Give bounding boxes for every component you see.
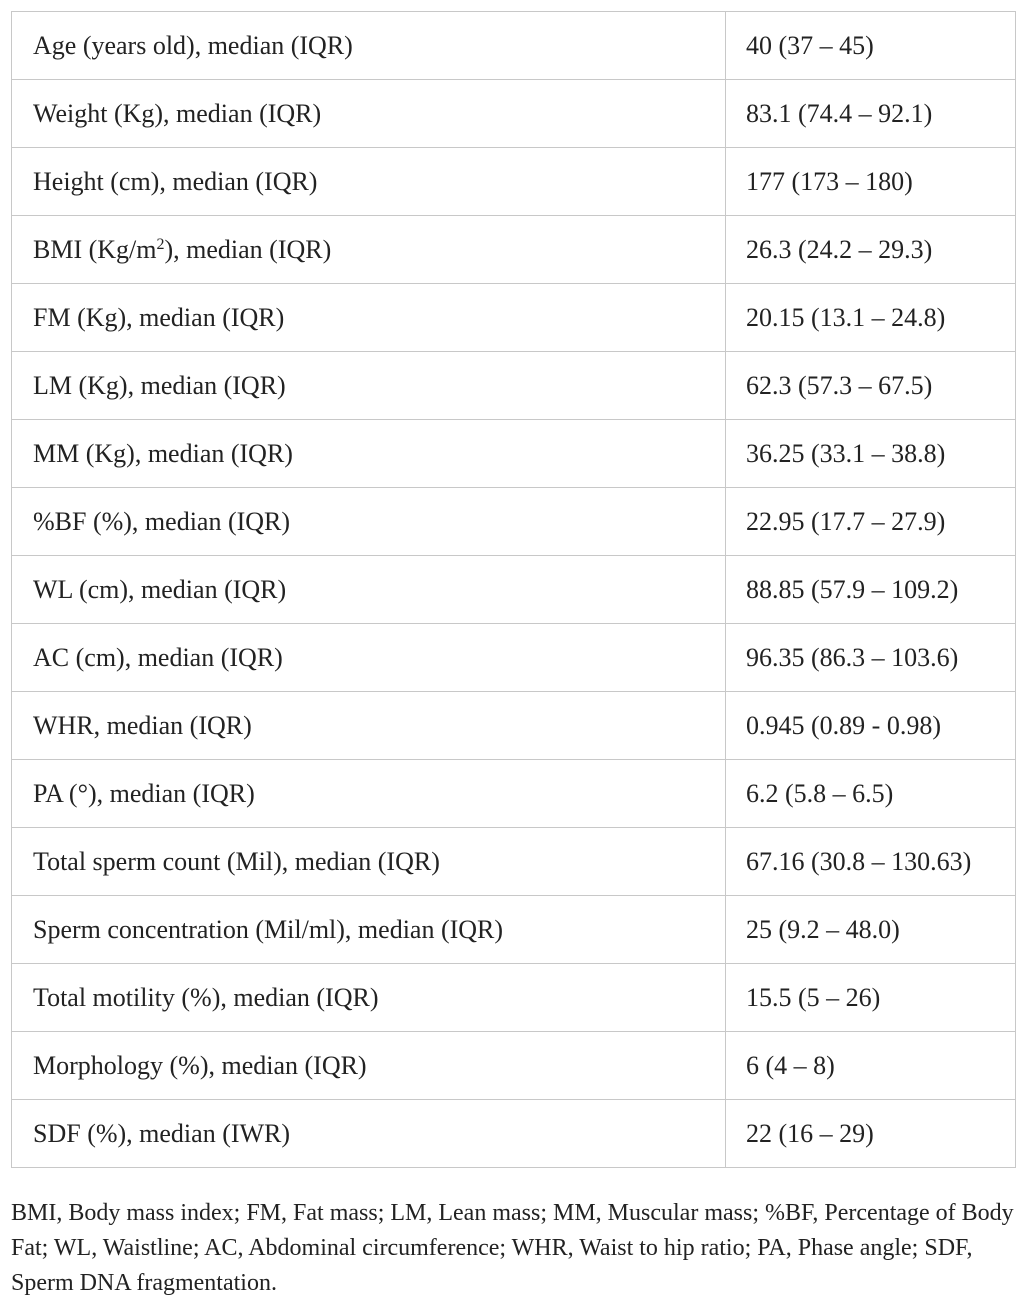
- row-value: 36.25 (33.1 – 38.8): [725, 419, 1016, 488]
- row-value: 20.15 (13.1 – 24.8): [725, 283, 1016, 352]
- table-row: Morphology (%), median (IQR) 6 (4 – 8): [11, 1031, 1016, 1100]
- row-label: Total motility (%), median (IQR): [11, 963, 726, 1032]
- row-label-bmi: BMI (Kg/m2), median (IQR): [11, 215, 726, 284]
- row-value: 26.3 (24.2 – 29.3): [725, 215, 1016, 284]
- row-label: WL (cm), median (IQR): [11, 555, 726, 624]
- row-label: WHR, median (IQR): [11, 691, 726, 760]
- row-label: MM (Kg), median (IQR): [11, 419, 726, 488]
- row-label: Total sperm count (Mil), median (IQR): [11, 827, 726, 896]
- table-row: SDF (%), median (IWR) 22 (16 – 29): [11, 1099, 1016, 1168]
- row-value: 6 (4 – 8): [725, 1031, 1016, 1100]
- row-label: Sperm concentration (Mil/ml), median (IQ…: [11, 895, 726, 964]
- row-label: AC (cm), median (IQR): [11, 623, 726, 692]
- table-row: PA (°), median (IQR) 6.2 (5.8 – 6.5): [11, 759, 1016, 828]
- table-row: LM (Kg), median (IQR) 62.3 (57.3 – 67.5): [11, 351, 1016, 420]
- row-value: 22 (16 – 29): [725, 1099, 1016, 1168]
- bmi-label-superscript: 2: [156, 235, 165, 253]
- row-label: LM (Kg), median (IQR): [11, 351, 726, 420]
- row-label: SDF (%), median (IWR): [11, 1099, 726, 1168]
- row-value: 88.85 (57.9 – 109.2): [725, 555, 1016, 624]
- table-row: BMI (Kg/m2), median (IQR) 26.3 (24.2 – 2…: [11, 215, 1016, 284]
- row-label: PA (°), median (IQR): [11, 759, 726, 828]
- row-label: Age (years old), median (IQR): [11, 11, 726, 80]
- table-row: Weight (Kg), median (IQR) 83.1 (74.4 – 9…: [11, 79, 1016, 148]
- characteristics-table: Age (years old), median (IQR) 40 (37 – 4…: [11, 11, 1016, 1168]
- row-value: 0.945 (0.89 - 0.98): [725, 691, 1016, 760]
- row-value: 40 (37 – 45): [725, 11, 1016, 80]
- table-row: Total sperm count (Mil), median (IQR) 67…: [11, 827, 1016, 896]
- row-value: 62.3 (57.3 – 67.5): [725, 351, 1016, 420]
- characteristics-table-container: Age (years old), median (IQR) 40 (37 – 4…: [11, 11, 1016, 1168]
- row-label: Weight (Kg), median (IQR): [11, 79, 726, 148]
- bmi-label-prefix: BMI (Kg/m: [33, 234, 157, 264]
- row-value: 96.35 (86.3 – 103.6): [725, 623, 1016, 692]
- table-row: FM (Kg), median (IQR) 20.15 (13.1 – 24.8…: [11, 283, 1016, 352]
- row-value: 177 (173 – 180): [725, 147, 1016, 216]
- row-value: 22.95 (17.7 – 27.9): [725, 487, 1016, 556]
- table-row: Age (years old), median (IQR) 40 (37 – 4…: [11, 11, 1016, 80]
- table-row: WL (cm), median (IQR) 88.85 (57.9 – 109.…: [11, 555, 1016, 624]
- bmi-label-suffix: ), median (IQR): [164, 234, 332, 264]
- row-label: Morphology (%), median (IQR): [11, 1031, 726, 1100]
- table-row: AC (cm), median (IQR) 96.35 (86.3 – 103.…: [11, 623, 1016, 692]
- row-value: 67.16 (30.8 – 130.63): [725, 827, 1016, 896]
- table-row: %BF (%), median (IQR) 22.95 (17.7 – 27.9…: [11, 487, 1016, 556]
- row-value: 6.2 (5.8 – 6.5): [725, 759, 1016, 828]
- table-row: Sperm concentration (Mil/ml), median (IQ…: [11, 895, 1016, 964]
- table-row: Total motility (%), median (IQR) 15.5 (5…: [11, 963, 1016, 1032]
- table-row: MM (Kg), median (IQR) 36.25 (33.1 – 38.8…: [11, 419, 1016, 488]
- row-label: Height (cm), median (IQR): [11, 147, 726, 216]
- table-row: WHR, median (IQR) 0.945 (0.89 - 0.98): [11, 691, 1016, 760]
- row-value: 15.5 (5 – 26): [725, 963, 1016, 1032]
- table-row: Height (cm), median (IQR) 177 (173 – 180…: [11, 147, 1016, 216]
- row-value: 25 (9.2 – 48.0): [725, 895, 1016, 964]
- table-footnote: BMI, Body mass index; FM, Fat mass; LM, …: [11, 1200, 1014, 1296]
- row-label: %BF (%), median (IQR): [11, 487, 726, 556]
- row-value: 83.1 (74.4 – 92.1): [725, 79, 1016, 148]
- row-label: FM (Kg), median (IQR): [11, 283, 726, 352]
